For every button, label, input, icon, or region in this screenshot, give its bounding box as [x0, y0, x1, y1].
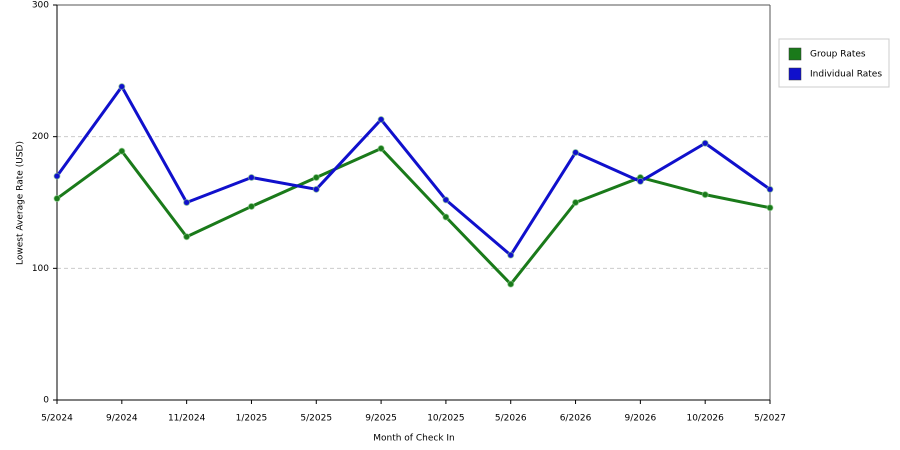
x-tick-label: 11/2024 [168, 414, 206, 424]
x-tick-label: 5/2025 [300, 414, 332, 424]
x-tick-label: 1/2025 [236, 414, 268, 424]
legend-swatch [788, 67, 802, 81]
x-tick-label: 9/2024 [106, 414, 138, 424]
point [247, 173, 255, 181]
x-tick-label: 9/2026 [625, 414, 657, 424]
legend-swatch [788, 47, 802, 61]
point [377, 145, 385, 153]
point [766, 204, 774, 212]
point [442, 196, 450, 204]
x-tick-label: 10/2026 [686, 414, 724, 424]
x-tick-label: 9/2025 [365, 414, 397, 424]
x-tick-label: 5/2024 [41, 414, 73, 424]
legend-label: Individual Rates [810, 70, 882, 80]
point [701, 191, 709, 199]
series-line [56, 147, 771, 286]
x-tick-label: 6/2026 [560, 414, 592, 424]
x-axis-label: Month of Check In [373, 434, 455, 444]
point [183, 199, 191, 206]
point [766, 185, 774, 193]
point [507, 251, 515, 259]
y-tick-label: 300 [32, 1, 49, 11]
point [572, 148, 580, 156]
series-line [55, 85, 771, 257]
y-tick-label: 200 [32, 132, 49, 142]
point [377, 116, 385, 124]
point [572, 199, 580, 206]
point [247, 202, 255, 210]
point [118, 147, 126, 155]
x-tick-label: 10/2025 [427, 414, 464, 424]
point [312, 173, 320, 181]
y-tick-label: 0 [43, 396, 49, 406]
point [312, 185, 320, 193]
point [442, 213, 450, 221]
y-axis-label: Lowest Average Rate (USD) [16, 141, 26, 265]
y-tick-label: 100 [32, 264, 49, 274]
point [507, 280, 515, 288]
point [53, 172, 61, 180]
point [183, 233, 191, 241]
point [53, 195, 61, 203]
x-tick-label: 5/2027 [754, 414, 786, 424]
x-tick-label: 5/2026 [495, 414, 527, 424]
point [701, 139, 709, 147]
point [636, 177, 644, 185]
point [118, 83, 126, 91]
legend-label: Group Rates [810, 50, 866, 60]
